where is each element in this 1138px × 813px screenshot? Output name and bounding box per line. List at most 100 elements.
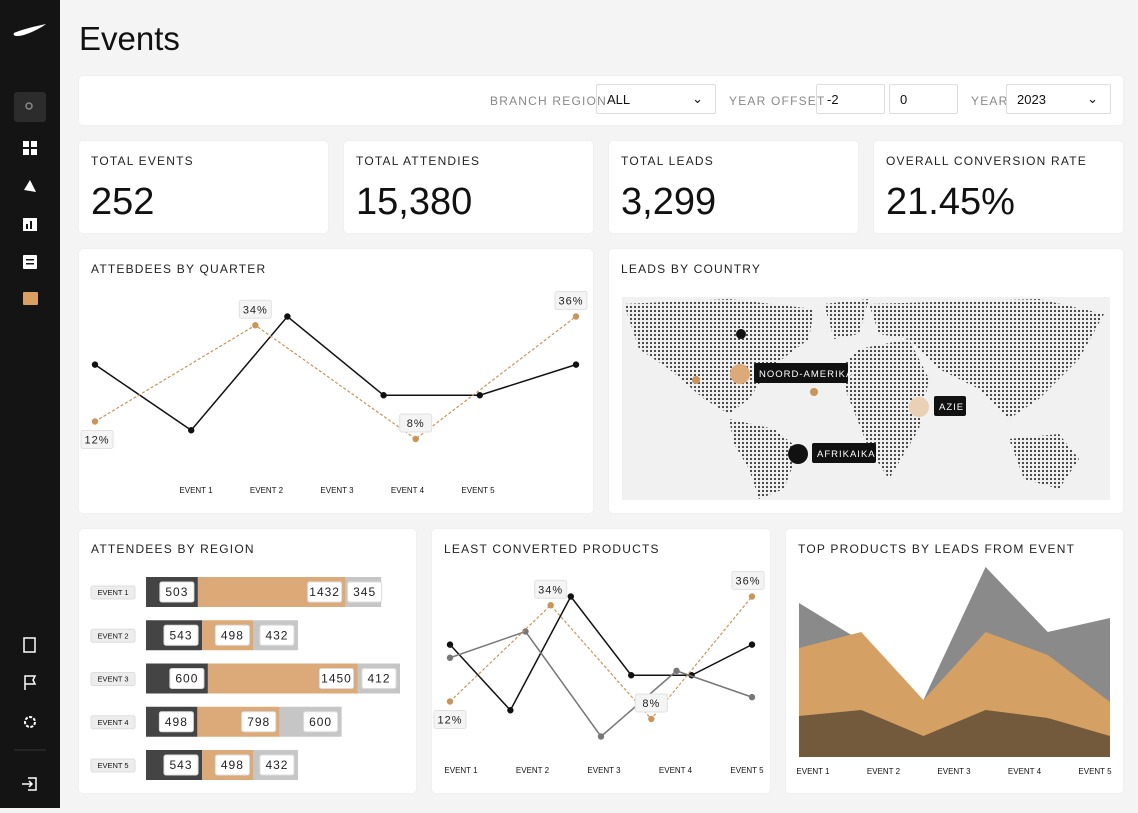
- kpi-label: TOTAL LEADS: [621, 154, 715, 168]
- value-label: 345: [353, 585, 376, 599]
- kpi-label: TOTAL EVENTS: [91, 154, 194, 168]
- continents: [624, 299, 1104, 499]
- value-label-box: [159, 581, 195, 603]
- bar-chart: EVENT 1 503 1432 345 EVENT 2 543 498 432 EVENT 3…: [90, 577, 400, 780]
- value-label: 498: [221, 628, 244, 642]
- filter-label: BRANCH REGION: [490, 94, 607, 108]
- filter-bar: BRANCH REGION ALL ⌄ YEAR OFFSET -2 0 YEAR…: [79, 76, 1123, 125]
- value-label-box: [169, 668, 205, 689]
- events-icon[interactable]: [23, 292, 38, 305]
- value-label-box: [241, 711, 277, 733]
- value-label: 12%: [437, 715, 462, 727]
- input-value: 0: [900, 92, 908, 107]
- branch-region-select[interactable]: ALL ⌄: [596, 84, 716, 114]
- search-icon: [25, 102, 33, 110]
- value-label-box: [731, 571, 765, 590]
- point: [648, 715, 655, 723]
- kpi-value: 15,380: [356, 181, 473, 223]
- value-label: 543: [170, 758, 193, 772]
- chart-card: LEAST CONVERTED PRODUCTS 12% 34% 8% 36% EVEN…: [432, 529, 770, 793]
- value-label: 8%: [407, 418, 425, 430]
- line: [94, 316, 577, 440]
- year-select[interactable]: 2023 ⌄: [1006, 84, 1111, 114]
- point: [446, 654, 454, 661]
- value-label-box: [80, 430, 114, 449]
- sidebar-icons: [13, 24, 46, 791]
- filter-label: YEAR: [971, 94, 1009, 108]
- category-box: [90, 715, 136, 730]
- book-icon[interactable]: [23, 637, 36, 653]
- category-label: EVENT 3: [97, 675, 128, 684]
- category-label: EVENT 4: [97, 718, 128, 727]
- point: [567, 593, 574, 600]
- value-label-box: [318, 668, 354, 689]
- year-offset-from[interactable]: -2: [816, 84, 885, 114]
- x-axis-label: EVENT 3: [320, 486, 354, 495]
- logo[interactable]: [13, 24, 46, 36]
- value-label: 36%: [558, 296, 583, 308]
- chart-title: LEADS BY COUNTRY: [621, 262, 762, 276]
- value-label-box: [214, 624, 250, 646]
- value-label-box: [534, 579, 568, 599]
- x-axis-label: EVENT 5: [461, 486, 495, 495]
- world-map: NOORD-AMERIKA AZIE AFRIKAIKA: [622, 297, 1110, 500]
- value-label: 600: [175, 672, 198, 686]
- value-label: 36%: [735, 576, 760, 588]
- bubble: [810, 388, 818, 396]
- value-label-box: [307, 581, 343, 603]
- kpi-value: 3,299: [621, 181, 717, 223]
- point: [572, 361, 580, 368]
- select-value: 2023: [1017, 92, 1046, 107]
- point: [188, 427, 195, 434]
- value-label-box: [158, 711, 194, 733]
- value-label: 34%: [538, 584, 563, 596]
- region-tag: [754, 363, 848, 383]
- value-label-box: [303, 711, 339, 733]
- point: [91, 418, 99, 425]
- bubble: [692, 376, 700, 384]
- reports-icon[interactable]: [23, 218, 37, 231]
- year-offset-to[interactable]: 0: [889, 84, 958, 114]
- x-axis-label: EVENT 2: [250, 486, 284, 495]
- logout-icon[interactable]: [22, 777, 37, 791]
- category-label: EVENT 5: [97, 761, 128, 770]
- category-label: EVENT 1: [97, 588, 128, 597]
- kpi-card: TOTAL ATTENDIES 15,380: [344, 141, 593, 233]
- value-label-box: [554, 291, 588, 310]
- x-axis-label: EVENT 5: [1078, 767, 1112, 776]
- x-axis-label: EVENT 4: [1008, 767, 1042, 776]
- value-label-box: [259, 754, 295, 776]
- category-box: [90, 628, 136, 643]
- point: [597, 733, 605, 740]
- point: [380, 392, 387, 399]
- line: [449, 630, 753, 738]
- value-label: 543: [170, 628, 193, 642]
- documents-icon[interactable]: [23, 255, 37, 269]
- point: [446, 698, 454, 705]
- line-chart: 12% 34% 8% 36% EVENT 1 EVENT 2 EVENT 3 EVENT 4 E…: [433, 571, 765, 775]
- x-axis-label: EVENT 5: [730, 766, 764, 775]
- settings-icon[interactable]: [24, 716, 36, 728]
- point: [547, 602, 554, 609]
- bubble: [736, 329, 746, 339]
- chart-title: ATTEBDEES BY QUARTER: [91, 262, 267, 276]
- kpi-card: TOTAL EVENTS 252: [79, 141, 328, 233]
- point: [522, 628, 529, 635]
- value-label: 412: [367, 672, 390, 686]
- kpi-label: TOTAL ATTENDIES: [356, 154, 481, 168]
- value-label: 432: [265, 628, 288, 642]
- x-axis-label: EVENT 2: [516, 766, 550, 775]
- flag-icon[interactable]: [24, 675, 37, 690]
- sidebar: [0, 0, 60, 808]
- campaign-icon[interactable]: [24, 180, 36, 192]
- dashboard-icon[interactable]: [23, 141, 37, 155]
- line: [94, 315, 577, 432]
- search-button[interactable]: [14, 92, 46, 122]
- value-label-box: [347, 581, 383, 603]
- value-label-box: [163, 624, 199, 646]
- value-label: 34%: [243, 304, 268, 316]
- chart-card: TOP PRODUCTS BY LEADS FROM EVENT EVENT 1…: [786, 529, 1123, 793]
- area-chart: EVENT 1 EVENT 2 EVENT 3 EVENT 4 EVENT 5: [796, 567, 1112, 776]
- value-label-box: [399, 413, 433, 433]
- chart-title: TOP PRODUCTS BY LEADS FROM EVENT: [798, 542, 1076, 556]
